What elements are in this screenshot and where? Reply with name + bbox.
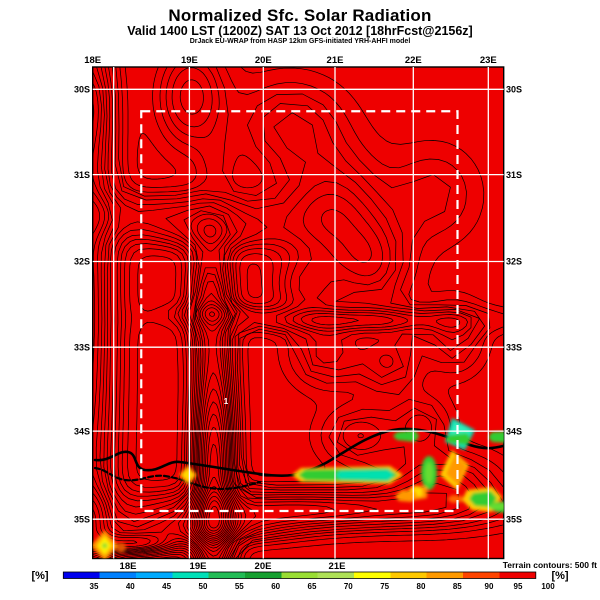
svg-text:30S: 30S [506, 85, 522, 95]
svg-text:75: 75 [380, 582, 389, 591]
svg-text:32S: 32S [74, 257, 90, 267]
svg-text:60: 60 [271, 582, 280, 591]
svg-text:18E: 18E [120, 561, 137, 572]
svg-text:33S: 33S [74, 342, 90, 352]
svg-text:1: 1 [224, 397, 229, 406]
svg-text:32S: 32S [506, 257, 522, 267]
svg-text:45: 45 [162, 582, 171, 591]
svg-text:85: 85 [453, 582, 462, 591]
svg-text:30S: 30S [74, 85, 90, 95]
svg-text:33S: 33S [506, 342, 522, 352]
svg-text:[%]: [%] [31, 570, 48, 582]
svg-text:23E: 23E [480, 55, 497, 66]
svg-text:50: 50 [199, 582, 208, 591]
svg-text:21E: 21E [329, 561, 346, 572]
svg-text:20E: 20E [255, 55, 272, 66]
svg-text:35S: 35S [506, 514, 522, 524]
svg-text:55: 55 [235, 582, 244, 591]
svg-text:19E: 19E [181, 55, 198, 66]
svg-text:22E: 22E [405, 55, 422, 66]
svg-text:95: 95 [514, 582, 523, 591]
svg-text:21E: 21E [327, 55, 344, 66]
svg-text:18E: 18E [84, 55, 101, 66]
svg-text:90: 90 [485, 582, 494, 591]
svg-text:70: 70 [344, 582, 353, 591]
svg-text:34S: 34S [74, 426, 90, 436]
svg-text:31S: 31S [506, 170, 522, 180]
svg-text:100: 100 [541, 582, 555, 591]
svg-text:80: 80 [417, 582, 426, 591]
svg-text:34S: 34S [506, 426, 522, 436]
svg-text:19E: 19E [190, 561, 207, 572]
svg-text:65: 65 [308, 582, 317, 591]
svg-text:Terrain contours: 500 ft: Terrain contours: 500 ft [503, 560, 597, 570]
svg-text:[%]: [%] [551, 570, 568, 582]
svg-text:35S: 35S [74, 514, 90, 524]
svg-text:31S: 31S [74, 170, 90, 180]
svg-text:35: 35 [90, 582, 99, 591]
svg-text:20E: 20E [255, 561, 272, 572]
svg-text:40: 40 [126, 582, 135, 591]
